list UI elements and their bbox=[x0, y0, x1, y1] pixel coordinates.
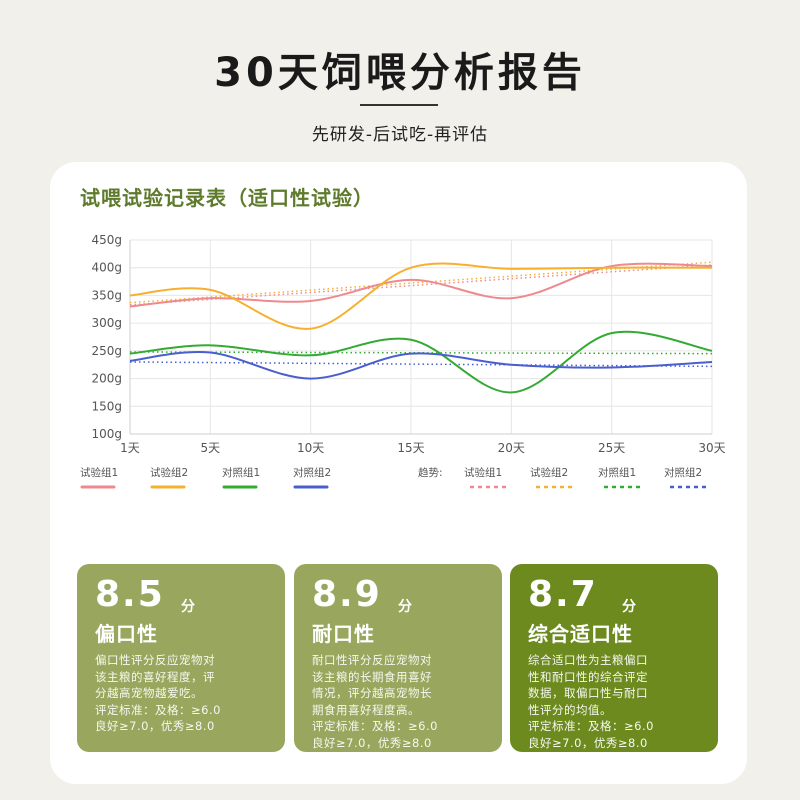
desc-line: 期食用喜好程度高。 bbox=[312, 702, 420, 717]
chart-title: 试喂试验记录表（适口性试验） bbox=[80, 186, 374, 210]
score-name: 耐口性 bbox=[312, 622, 375, 646]
series-line bbox=[129, 262, 713, 330]
desc-line: 该主粮的喜好程度，评 bbox=[95, 669, 215, 684]
x-tick-label: 5天 bbox=[200, 441, 220, 455]
score-card-preference: 8.5 分 偏口性 偏口性评分反应宠物对 该主粮的喜好程度，评 分越高宠物越爱吃… bbox=[77, 564, 285, 752]
trend-line bbox=[129, 264, 713, 306]
score-unit: 分 bbox=[181, 599, 195, 615]
legend-label: 对照组2 bbox=[293, 466, 331, 479]
desc-line: 偏口性评分反应宠物对 bbox=[95, 653, 215, 667]
trend-line bbox=[129, 261, 713, 304]
score-value: 8.9 bbox=[312, 574, 382, 615]
title-divider bbox=[360, 104, 438, 106]
score-description: 偏口性评分反应宠物对 该主粮的喜好程度，评 分越高宠物越爱吃。 评定标准：及格：… bbox=[95, 652, 271, 735]
x-tick-label: 20天 bbox=[498, 441, 525, 455]
report-subtitle: 先研发-后试吃-再评估 bbox=[311, 125, 489, 145]
score-description: 综合适口性为主粮偏口 性和耐口性的综合评定 数据，取偏口性与耐口 性评分的均值。… bbox=[528, 652, 704, 751]
y-tick-label: 200g bbox=[91, 372, 122, 386]
desc-line: 分越高宠物越爱吃。 bbox=[95, 686, 203, 700]
score-description: 耐口性评分反应宠物对 该主粮的长期食用喜好 情况，评分越高宠物长 期食用喜好程度… bbox=[312, 652, 488, 751]
score-card-endurance: 8.9 分 耐口性 耐口性评分反应宠物对 该主粮的长期食用喜好 情况，评分越高宠… bbox=[294, 564, 502, 752]
y-tick-label: 450g bbox=[91, 233, 122, 247]
desc-line: 性和耐口性的综合评定 bbox=[528, 669, 648, 684]
series-line bbox=[129, 350, 713, 380]
desc-line: 评定标准：及格：≥6.0 bbox=[312, 719, 438, 733]
x-tick-label: 10天 bbox=[297, 441, 324, 455]
legend-label: 对照组1 bbox=[222, 466, 260, 479]
score-value: 8.7 bbox=[528, 574, 598, 615]
desc-line: 评定标准：及格：≥6.0 bbox=[95, 702, 221, 717]
y-tick-label: 300g bbox=[91, 316, 122, 330]
desc-line: 综合适口性为主粮偏口 bbox=[528, 653, 648, 667]
desc-line: 评定标准：及格：≥6.0 bbox=[528, 719, 654, 733]
x-tick-label: 15天 bbox=[397, 441, 424, 455]
legend-label: 试验组1 bbox=[80, 466, 118, 479]
desc-line: 良好≥7.0，优秀≥8.0 bbox=[528, 735, 648, 750]
trend-legend-label: 对照组1 bbox=[598, 466, 636, 479]
trend-line bbox=[129, 361, 713, 368]
y-tick-label: 100g bbox=[91, 427, 122, 441]
line-chart: 100g 150g 200g 250g 300g 350g 400g 450g 1天 5天 10天 1… bbox=[80, 233, 726, 489]
score-name: 综合适口性 bbox=[528, 622, 633, 646]
score-card-overall: 8.7 分 综合适口性 综合适口性为主粮偏口 性和耐口性的综合评定 数据，取偏口… bbox=[510, 564, 718, 752]
x-tick-label: 1天 bbox=[120, 441, 140, 455]
score-name: 偏口性 bbox=[95, 622, 158, 646]
desc-line: 性评分的均值。 bbox=[528, 702, 612, 717]
desc-line: 情况，评分越高宠物长 bbox=[312, 686, 432, 700]
desc-line: 该主粮的长期食用喜好 bbox=[312, 669, 432, 684]
trend-legend-label: 对照组2 bbox=[664, 466, 702, 479]
legend-label: 试验组2 bbox=[150, 466, 188, 479]
y-tick-label: 150g bbox=[91, 399, 122, 413]
trend-legend-label: 试验组2 bbox=[530, 466, 568, 479]
x-tick-label: 25天 bbox=[598, 441, 625, 455]
series-line bbox=[129, 262, 713, 308]
chart-card: 试喂试验记录表（适口性试验） 100g 150g 200g 250g 300g 350g 4… bbox=[50, 162, 747, 784]
desc-line: 良好≥7.0，优秀≥8.0 bbox=[95, 719, 215, 733]
trend-legend-label: 试验组1 bbox=[464, 466, 502, 479]
score-unit: 分 bbox=[622, 599, 636, 615]
y-tick-label: 350g bbox=[91, 288, 122, 302]
desc-line: 良好≥7.0，优秀≥8.0 bbox=[312, 735, 432, 750]
report-title: 30天饲喂分析报告 bbox=[214, 50, 586, 96]
x-tick-label: 30天 bbox=[698, 441, 725, 455]
series-line bbox=[129, 330, 713, 394]
desc-line: 数据，取偏口性与耐口 bbox=[528, 686, 648, 700]
trend-legend-title: 趋势: bbox=[418, 466, 443, 479]
score-value: 8.5 bbox=[95, 574, 165, 615]
desc-line: 耐口性评分反应宠物对 bbox=[312, 653, 432, 667]
y-tick-label: 250g bbox=[91, 344, 122, 358]
score-unit: 分 bbox=[398, 599, 412, 615]
y-tick-label: 400g bbox=[91, 261, 122, 275]
